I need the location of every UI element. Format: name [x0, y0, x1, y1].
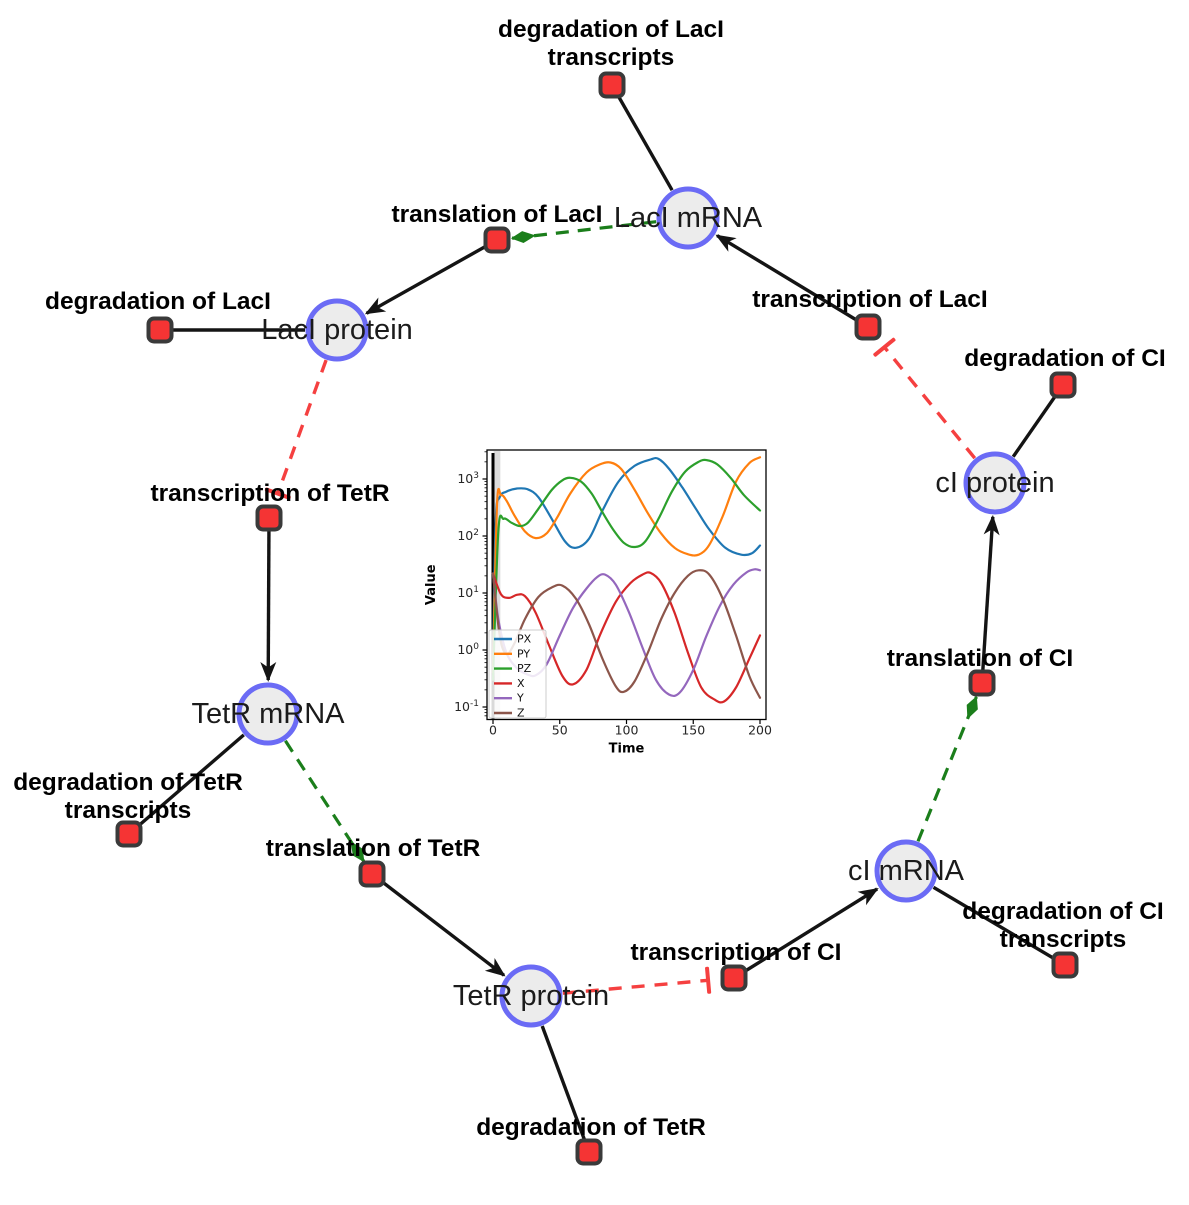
reaction-node-transl_laci[interactable]	[483, 226, 511, 254]
species-label-tetr_mrna: TetR mRNA	[191, 698, 345, 730]
edge-production-transc_tetr-tetr_mrna	[260, 517, 277, 682]
series-X	[491, 571, 762, 704]
y-tick-label: 103	[457, 471, 479, 486]
y-tick-label: 100	[457, 642, 479, 657]
x-tick-label: 200	[748, 723, 772, 738]
legend-label-PY: PY	[517, 647, 530, 660]
reaction-node-deg_ci[interactable]	[1049, 371, 1077, 399]
reaction-node-transc_laci[interactable]	[854, 313, 882, 341]
reaction-label-transl_ci: translation of CI	[887, 645, 1073, 672]
x-tick-label: 0	[489, 723, 497, 738]
reaction-node-transl_tetr[interactable]	[358, 860, 386, 888]
y-tick-label: 101	[457, 585, 479, 600]
species-label-laci_mrna: LacI mRNA	[614, 202, 763, 234]
x-tick-label: 150	[681, 723, 705, 738]
species-label-ci_protein: cI protein	[935, 467, 1054, 499]
reaction-label-deg_tetr_tx: degradation of TetR transcripts	[13, 769, 243, 824]
series-PZ	[491, 458, 762, 681]
reaction-label-deg_ci_tx: degradation of CI transcripts	[962, 898, 1163, 953]
reaction-node-transc_ci[interactable]	[720, 964, 748, 992]
chart-legend-box	[488, 629, 547, 719]
reaction-label-transl_laci: translation of LacI	[391, 201, 602, 228]
edge-production-transl_ci-ci_protein	[980, 514, 1000, 684]
x-axis-label: Time	[609, 742, 645, 757]
edge-production-transl_laci-laci_protein	[364, 238, 498, 315]
reaction-node-transl_ci[interactable]	[968, 669, 996, 697]
species-label-ci_mrna: cI mRNA	[848, 855, 965, 887]
labels-layer: degradation of LacI transcripts translatio…	[13, 16, 1166, 1141]
species-node-tetr_protein[interactable]	[499, 964, 563, 1028]
edge-production-transc_laci-laci_mrna	[715, 234, 869, 329]
edge-consumption-tetr_protein-deg_tetr	[540, 1025, 591, 1153]
reaction-node-deg_laci_tx[interactable]	[598, 71, 626, 99]
legend-label-X: X	[517, 677, 525, 690]
species-node-laci_mrna[interactable]	[656, 186, 720, 250]
species-node-laci_protein[interactable]	[305, 298, 369, 362]
reaction-label-transl_tetr: translation of TetR	[266, 835, 481, 862]
edge-consumption-ci_mrna-deg_ci_tx	[932, 885, 1066, 967]
edge-inhibition-ci_protein-transc_laci	[873, 337, 977, 460]
reaction-label-deg_tetr: degradation of TetR	[476, 1114, 706, 1141]
edges-layer	[127, 84, 1066, 1153]
legend-label-Y: Y	[516, 692, 524, 705]
legend-label-PX: PX	[517, 633, 532, 646]
reaction-label-deg_ci: degradation of CI	[964, 345, 1165, 372]
inset-chart: 0 50 100 150 20010-1100101102103TimeValuePXP…	[424, 449, 772, 757]
species-node-tetr_mrna[interactable]	[236, 682, 300, 746]
reaction-node-deg_tetr_tx[interactable]	[115, 820, 143, 848]
x-tick-label: 50	[552, 723, 568, 738]
edge-inhibition-laci_protein-transc_tetr	[264, 359, 328, 500]
species-label-laci_protein: LacI protein	[261, 314, 413, 346]
series-PY	[491, 456, 762, 674]
reaction-label-deg_laci_tx: degradation of LacI transcripts	[498, 16, 724, 71]
reaction-label-transc_ci: transcription of CI	[631, 939, 842, 966]
reaction-node-deg_laci[interactable]	[146, 316, 174, 344]
y-axis-label: Value	[424, 564, 439, 605]
species-node-ci_protein[interactable]	[963, 451, 1027, 515]
series-Z	[491, 569, 762, 699]
edge-production-transl_tetr-tetr_protein	[370, 872, 506, 977]
edge-modifier-ci_mrna-transl_ci	[916, 695, 978, 842]
edge-production-transc_ci-ci_mrna	[733, 887, 879, 980]
edge-modifier-tetr_mrna-transl_tetr	[284, 739, 366, 863]
species-label-tetr_protein: TetR protein	[453, 980, 609, 1012]
edge-consumption-tetr_mrna-deg_tetr_tx	[127, 733, 245, 836]
edge-consumption-laci_mrna-deg_laci_tx	[610, 84, 674, 192]
edge-modifier-laci_mrna-transl_laci	[510, 220, 657, 244]
species-node-ci_mrna[interactable]	[874, 839, 938, 903]
reaction-label-deg_laci: degradation of LacI	[45, 288, 271, 315]
reaction-node-deg_tetr[interactable]	[575, 1138, 603, 1166]
series-PX	[491, 456, 762, 669]
y-tick-label: 10-1	[454, 699, 479, 714]
legend-label-PZ: PZ	[517, 662, 532, 675]
reaction-label-transc_laci: transcription of LacI	[752, 286, 988, 313]
reaction-label-transc_tetr: transcription of TetR	[150, 480, 389, 507]
nodes-layer	[115, 71, 1079, 1166]
legend-label-Z: Z	[517, 707, 525, 720]
reaction-node-transc_tetr[interactable]	[255, 504, 283, 532]
reaction-node-deg_ci_tx[interactable]	[1051, 951, 1079, 979]
edge-inhibition-tetr_protein-transc_ci	[562, 966, 712, 995]
y-tick-label: 102	[457, 528, 479, 543]
x-tick-label: 100	[615, 723, 639, 738]
